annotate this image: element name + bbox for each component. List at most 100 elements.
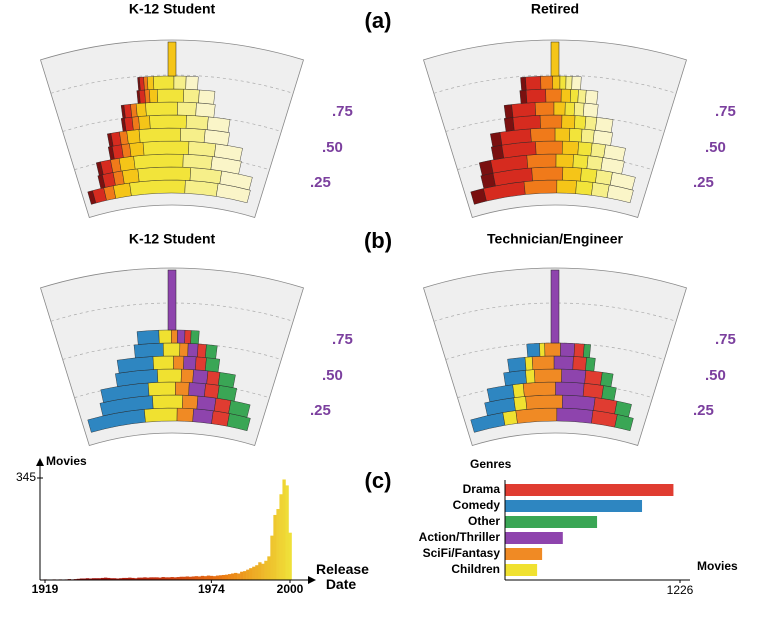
histogram-bar (113, 578, 117, 580)
fan-segment (561, 140, 579, 156)
histogram-bar (209, 575, 214, 580)
x-tick-label: 1919 (32, 582, 59, 596)
histogram-bar (206, 575, 211, 580)
fan-segment (614, 400, 632, 418)
panel-title: K-12 Student (129, 1, 216, 17)
fan-segment (600, 372, 614, 388)
fan-segment (592, 129, 613, 146)
x-tick-label: 1974 (198, 582, 225, 596)
histogram-bar (197, 576, 202, 580)
fan-segment (556, 179, 577, 194)
fan-segment (555, 153, 574, 168)
fan-segment (555, 381, 585, 397)
fan-segment (553, 355, 574, 370)
y-axis-label: Movies (46, 454, 87, 468)
fan-tick-label: .25 (310, 402, 331, 419)
fan-segment (507, 357, 527, 373)
fan-segment (133, 153, 184, 170)
fan-tick-label: .25 (693, 402, 714, 419)
histogram-bar (173, 577, 177, 580)
fan-segment (118, 155, 136, 172)
fan-segment (179, 342, 189, 357)
fan-segment (531, 166, 564, 182)
bar (505, 484, 674, 496)
histogram-bar (79, 578, 84, 580)
fan-segment (198, 89, 216, 105)
fan-segment (138, 127, 181, 143)
fan-segment (156, 88, 185, 103)
fan-segment (136, 329, 160, 345)
fan-segment (196, 395, 217, 412)
fan-segment (561, 114, 576, 129)
fan-segment (175, 381, 190, 396)
fan-segment (217, 385, 238, 402)
bar (505, 564, 538, 576)
fan-segment (135, 102, 147, 117)
fan-segment (515, 407, 558, 424)
fan-segment (206, 370, 221, 386)
fan-segment (572, 356, 587, 371)
histogram-bar (258, 562, 262, 580)
fan-segment (565, 75, 573, 90)
fan-segment (173, 355, 185, 370)
histogram-bar (125, 577, 129, 580)
fan-segment (184, 329, 192, 344)
panel-title: Technician/Engineer (487, 231, 623, 247)
fan-segment (584, 116, 598, 131)
histogram-bar (246, 569, 250, 580)
fan-segment (603, 144, 626, 162)
fan-segment (512, 115, 541, 131)
fan-segment (190, 330, 200, 345)
fan-segment (228, 400, 251, 418)
histogram-bar (252, 566, 256, 580)
fan-segment (197, 343, 207, 358)
fan-segment (182, 153, 213, 170)
category-label: Drama (463, 482, 501, 496)
fan-segment (544, 342, 561, 357)
fan-segment (511, 102, 537, 118)
histogram-bar (149, 577, 153, 580)
histogram-bar (107, 577, 111, 580)
fan-spike (550, 269, 560, 344)
fan-spike (167, 269, 177, 331)
fan-segment (147, 381, 176, 397)
fan-segment (540, 75, 554, 90)
fan-segment (559, 75, 567, 90)
fan-segment (585, 89, 599, 105)
fan-segment (195, 356, 207, 371)
histogram-bar (282, 479, 286, 580)
fan-segment (513, 396, 528, 411)
histogram-bar (237, 573, 241, 580)
histogram-bar (215, 575, 220, 580)
fan-segment (533, 368, 562, 383)
fan-segment (569, 128, 583, 143)
fan-tick-label: .50 (705, 367, 726, 384)
fan-segment (580, 167, 598, 183)
fan-segment (539, 342, 546, 357)
histogram-bar (234, 572, 238, 580)
fan-segment (545, 88, 562, 103)
fan-segment (131, 116, 140, 131)
fan-segment (584, 370, 603, 386)
fan-segment (522, 381, 556, 397)
fan-segment (187, 343, 199, 358)
fan-segment (601, 385, 617, 401)
fan-segment (152, 394, 184, 409)
fan-segment (192, 408, 214, 424)
fan-segment (188, 141, 217, 157)
y-tick-label: 345 (16, 470, 36, 484)
histogram-bar (185, 576, 189, 580)
category-label: Other (468, 514, 500, 528)
chart-title: Genres (470, 457, 512, 471)
fan-segment (582, 383, 604, 399)
fan-tick-label: .75 (715, 103, 736, 120)
histogram-bar (227, 574, 232, 580)
fan-segment (577, 141, 593, 157)
histogram-bar (88, 578, 93, 580)
fan-segment (205, 344, 218, 359)
fan-segment (185, 75, 199, 91)
fan-segment (183, 88, 200, 104)
fan-segment (144, 407, 178, 423)
histogram-bar (288, 532, 292, 580)
